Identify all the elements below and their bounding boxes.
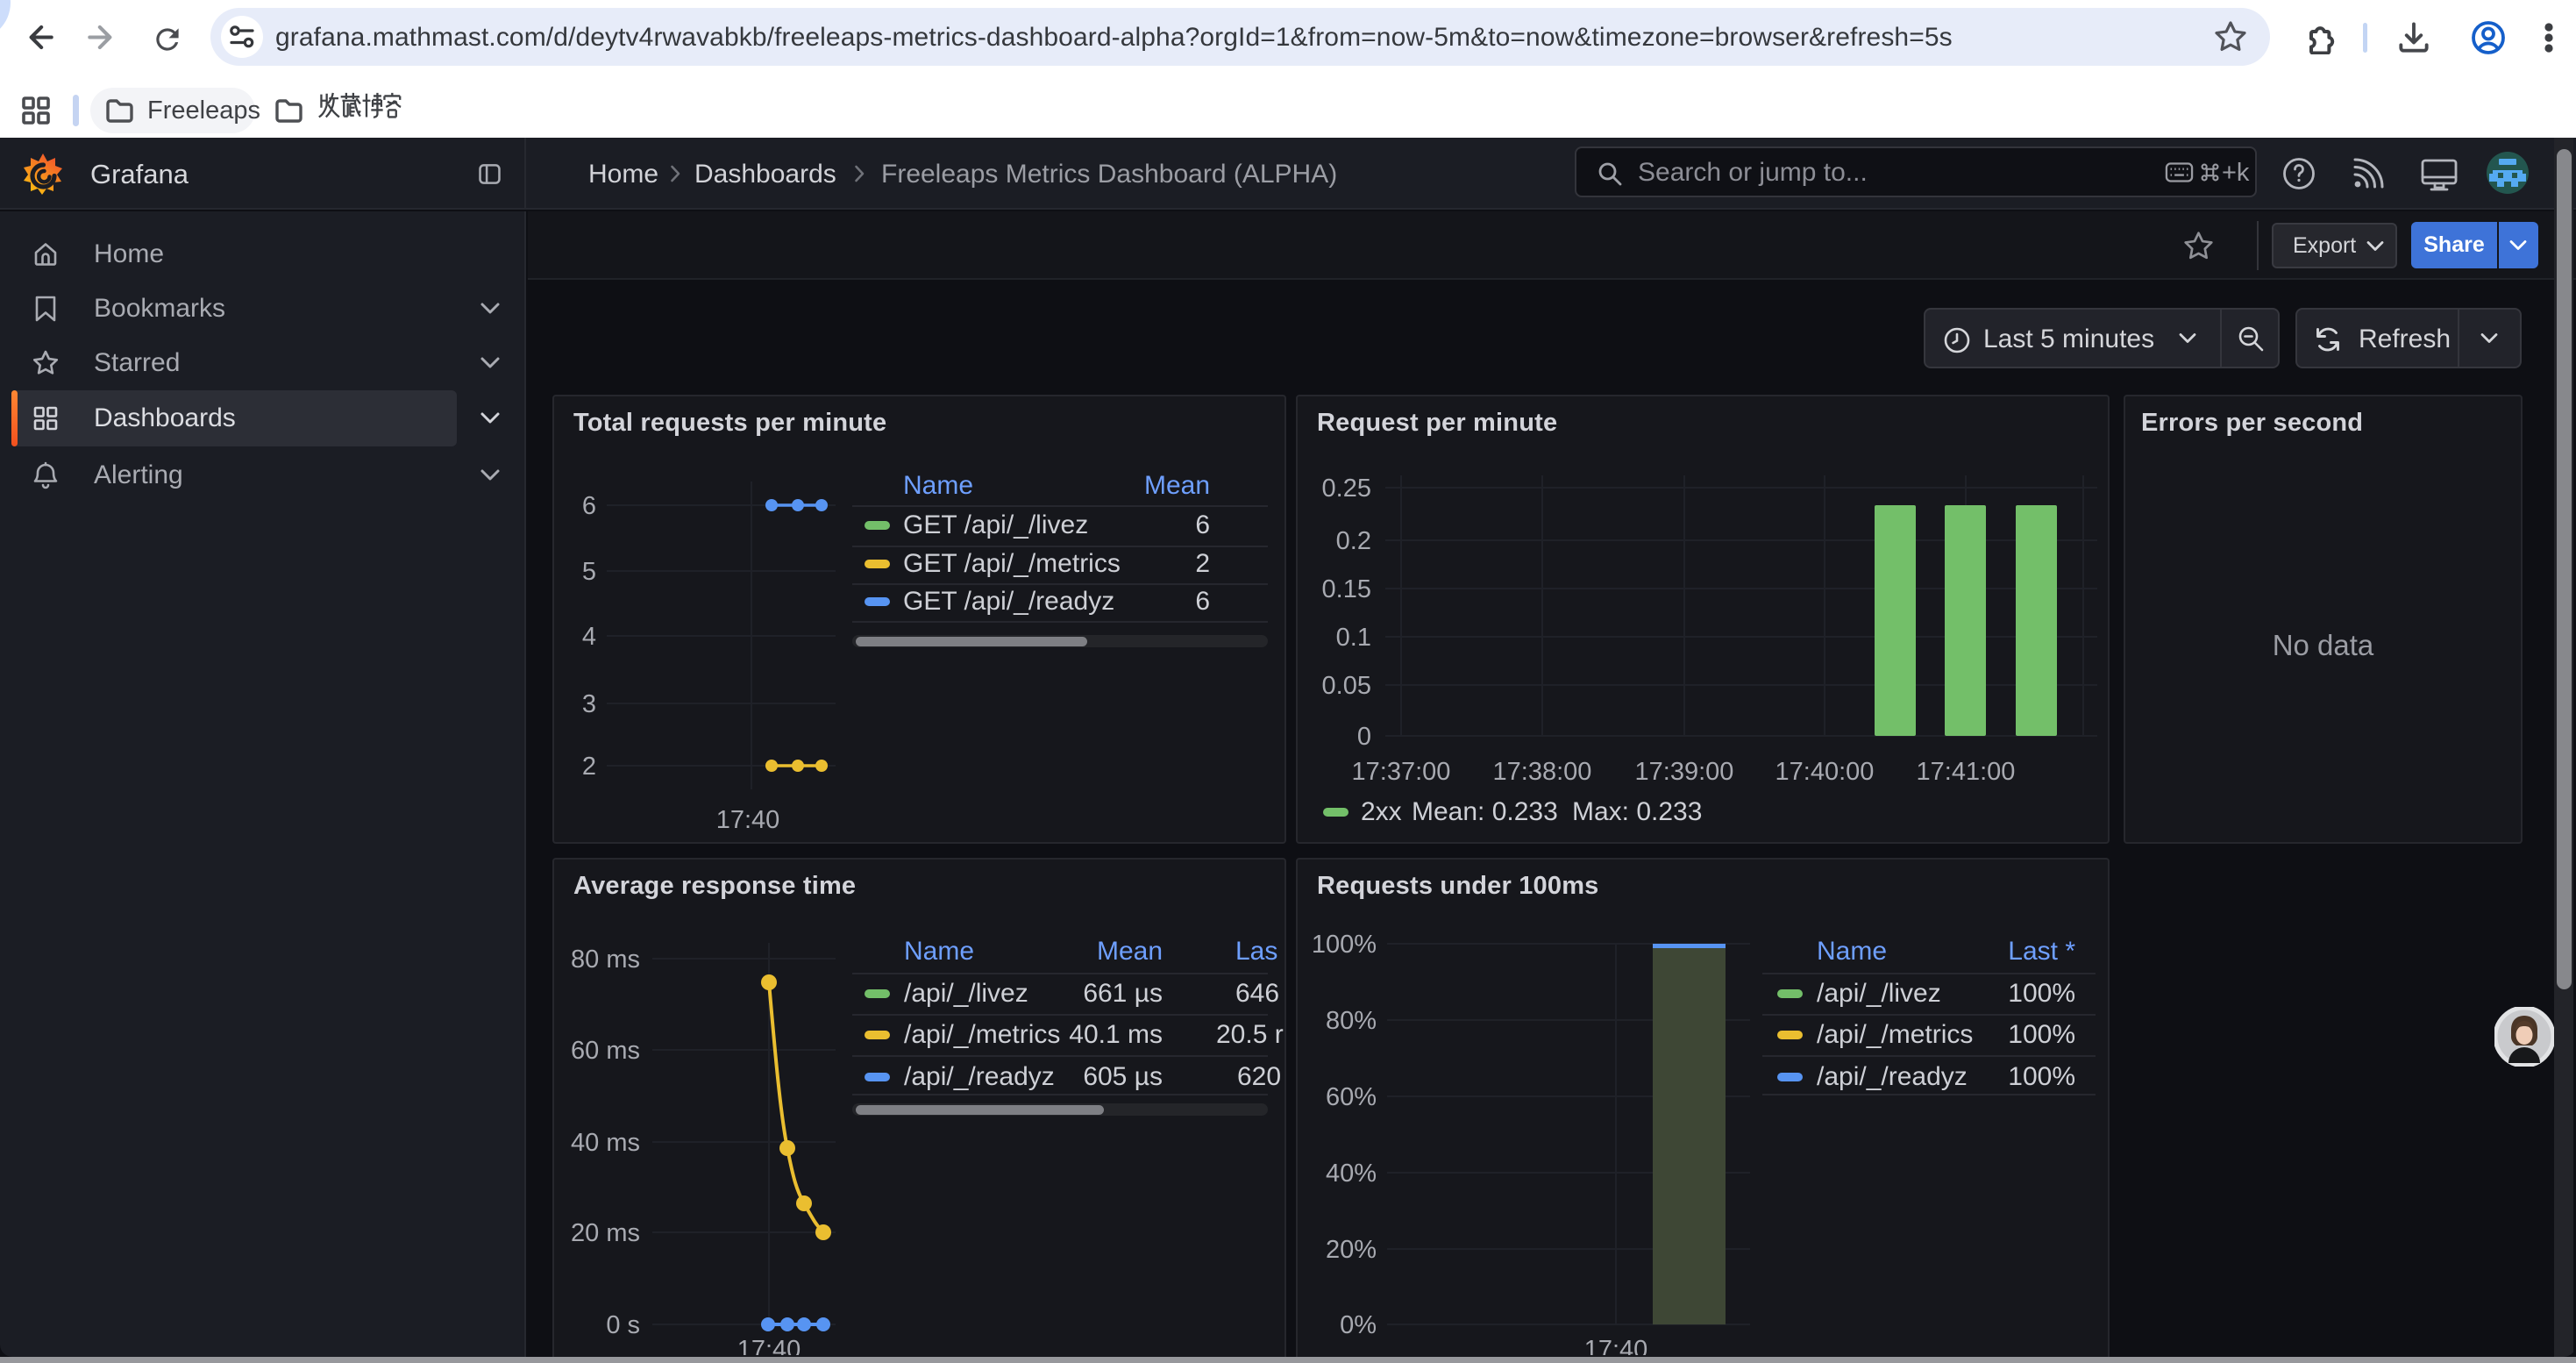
svg-text:80 ms: 80 ms	[571, 946, 640, 974]
svg-text:0.2: 0.2	[1336, 527, 1371, 555]
svg-text:0.05: 0.05	[1322, 672, 1371, 700]
svg-text:60%: 60%	[1326, 1083, 1377, 1111]
svg-text:0.1: 0.1	[1336, 624, 1371, 652]
svg-text:17:41:00: 17:41:00	[1917, 758, 2016, 786]
svg-text:60 ms: 60 ms	[571, 1037, 640, 1065]
svg-text:4: 4	[582, 623, 596, 651]
svg-text:17:40:00: 17:40:00	[1775, 758, 1875, 786]
svg-text:0 s: 0 s	[606, 1311, 640, 1339]
svg-text:40 ms: 40 ms	[571, 1129, 640, 1157]
svg-text:17:40: 17:40	[737, 1336, 801, 1355]
svg-text:20 ms: 20 ms	[571, 1219, 640, 1247]
svg-text:17:40: 17:40	[1584, 1336, 1648, 1355]
svg-text:40%: 40%	[1326, 1160, 1377, 1188]
svg-text:17:40: 17:40	[716, 806, 780, 834]
svg-text:0: 0	[1357, 723, 1371, 751]
svg-text:20%: 20%	[1326, 1236, 1377, 1264]
svg-text:0.15: 0.15	[1322, 575, 1371, 603]
svg-text:80%: 80%	[1326, 1007, 1377, 1035]
svg-text:6: 6	[582, 492, 596, 520]
svg-text:17:39:00: 17:39:00	[1635, 758, 1734, 786]
svg-text:100%: 100%	[1312, 931, 1377, 959]
svg-text:0%: 0%	[1340, 1311, 1377, 1339]
svg-text:3: 3	[582, 690, 596, 718]
svg-text:2: 2	[582, 753, 596, 781]
svg-text:5: 5	[582, 558, 596, 586]
svg-text:0.25: 0.25	[1322, 475, 1371, 503]
svg-text:17:38:00: 17:38:00	[1493, 758, 1592, 786]
svg-text:17:37:00: 17:37:00	[1352, 758, 1451, 786]
